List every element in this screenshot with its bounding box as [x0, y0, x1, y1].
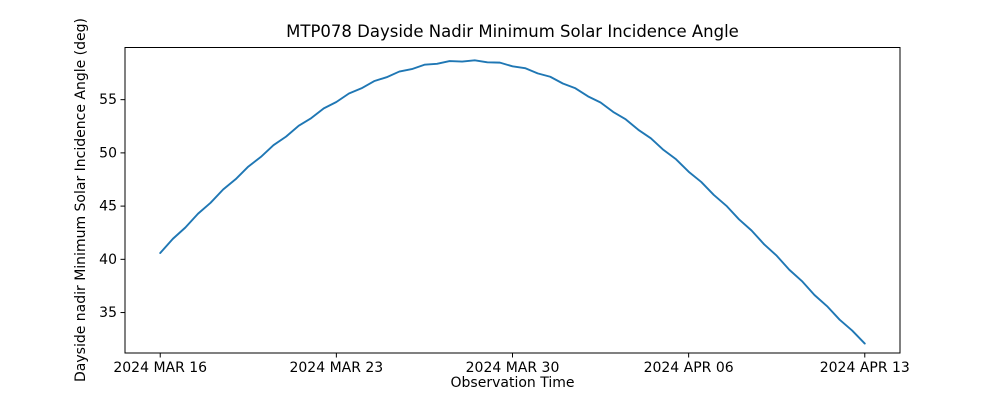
x-tick-label: 2024 MAR 16 — [113, 360, 207, 376]
plot-border — [124, 47, 901, 354]
x-tick-label: 2024 MAR 30 — [466, 360, 560, 376]
chart-title: MTP078 Dayside Nadir Minimum Solar Incid… — [286, 22, 739, 41]
y-tick-label: 55 — [99, 92, 117, 108]
x-axis-label: Observation Time — [450, 375, 575, 391]
y-tick-label: 40 — [99, 252, 117, 268]
data-line — [159, 59, 866, 345]
x-tick-label: 2024 APR 13 — [820, 360, 910, 376]
x-tick-label: 2024 MAR 23 — [289, 360, 383, 376]
y-tick-label: 45 — [99, 199, 117, 215]
x-tick-label: 2024 APR 06 — [644, 360, 734, 376]
y-tick-label: 35 — [99, 305, 117, 321]
y-tick-label: 50 — [99, 145, 117, 161]
